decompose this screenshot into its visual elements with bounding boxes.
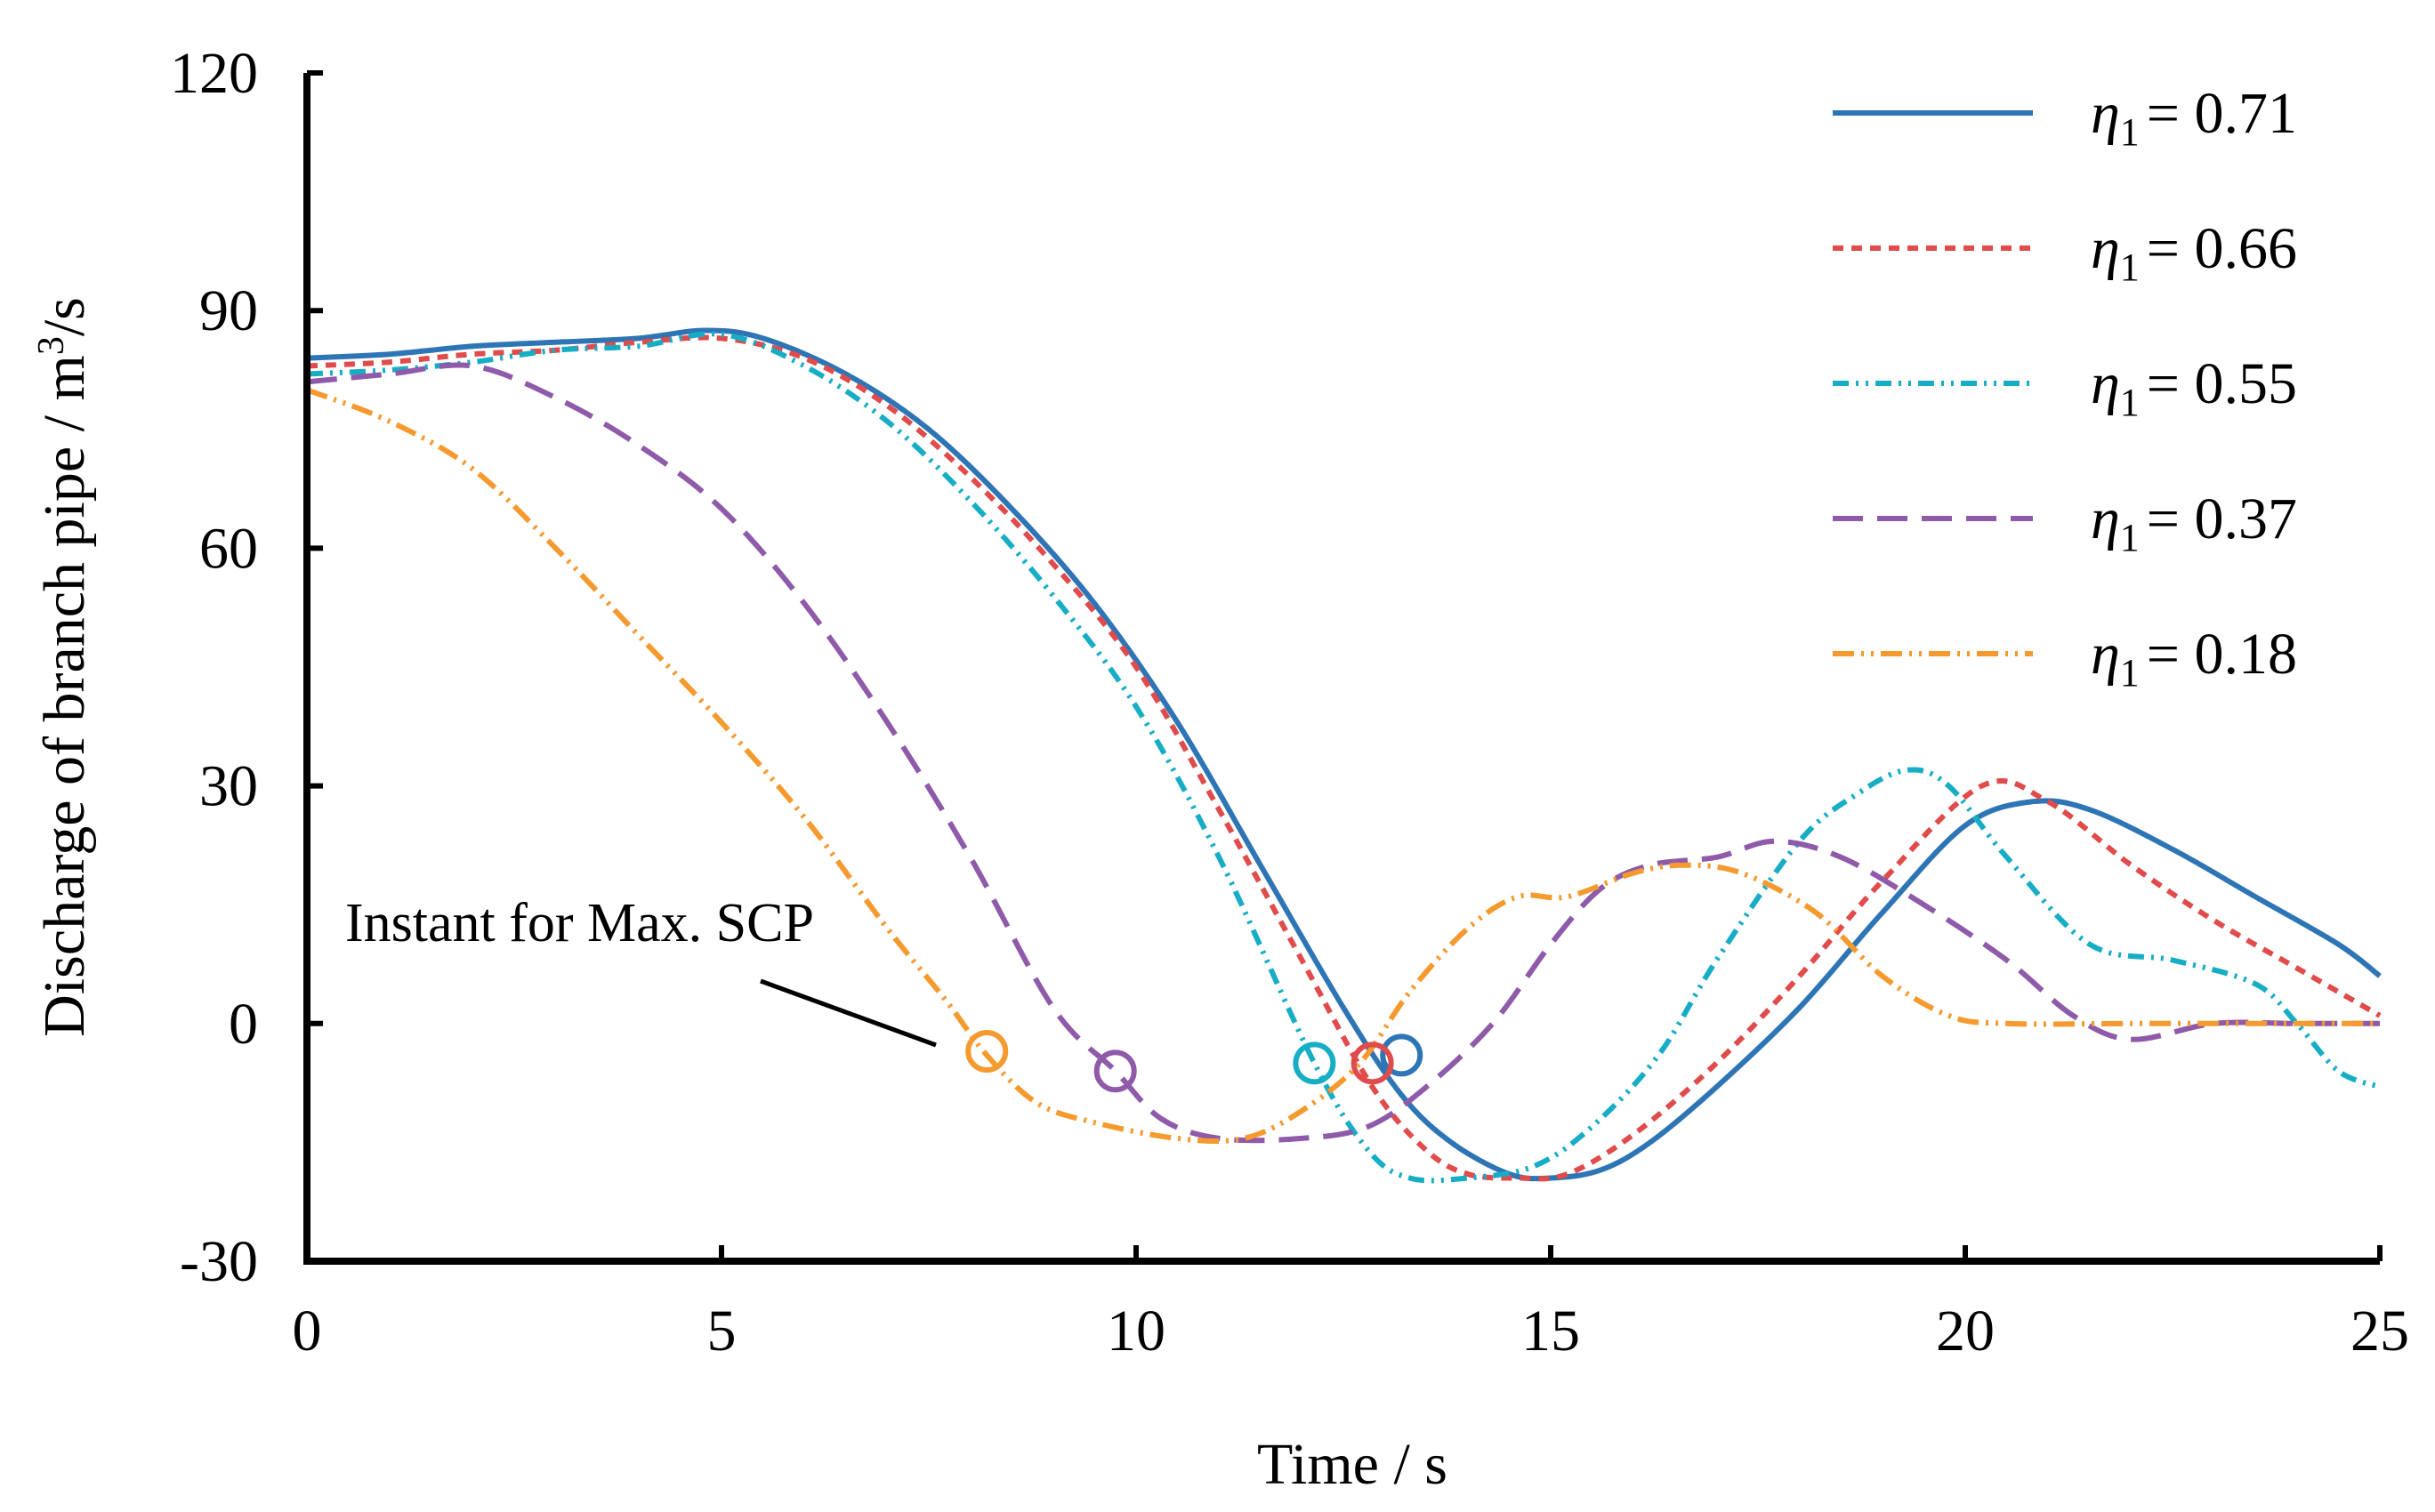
y-tick-label: 30 (199, 754, 258, 819)
max-scp-marker-4 (1093, 1050, 1137, 1093)
legend-label-5: η1 = 0.18 (2091, 622, 2297, 695)
max-scp-marker-3 (1293, 1042, 1336, 1085)
series-line-3 (306, 331, 2382, 1184)
annotation-leader-line (760, 978, 937, 1048)
x-tick-label: 5 (707, 1299, 737, 1363)
y-axis-title-tail: /s (32, 297, 97, 336)
y-tick-label: 90 (199, 278, 258, 343)
legend-symbol: η (2091, 622, 2120, 687)
y-axis-title: Discharge of branch pipe / m3/s (31, 297, 97, 1037)
legend-subscript: 1 (2120, 651, 2140, 695)
legend-label-3: η1 = 0.55 (2091, 351, 2297, 424)
series-line-5 (305, 387, 2380, 1145)
series-line-4 (306, 362, 2380, 1144)
legend-subscript: 1 (2120, 110, 2140, 154)
legend-subscript: 1 (2120, 245, 2140, 289)
legend-value: = 0.66 (2147, 216, 2297, 281)
legend-symbol: η (2091, 351, 2120, 416)
y-tick-label: -30 (180, 1229, 258, 1294)
max-scp-marker-1 (1380, 1033, 1423, 1077)
legend-label-1: η1 = 0.71 (2091, 81, 2297, 154)
legend-value: = 0.18 (2147, 622, 2297, 687)
max-scp-marker-2 (1351, 1042, 1394, 1085)
legend-value: = 0.37 (2147, 487, 2297, 551)
marker-layer (965, 1029, 1423, 1093)
y-axis-title-superscript: 3 (31, 336, 72, 355)
x-tick-label: 15 (1521, 1299, 1580, 1363)
series-line-2 (306, 334, 2382, 1182)
x-tick-label: 25 (2350, 1299, 2409, 1363)
y-axis-title-main: Discharge of branch pipe / m (32, 355, 97, 1037)
tick-layer: 0 5 10 15 20 25 -30 0 30 60 90 120 (170, 41, 2409, 1363)
x-tick-label: 0 (293, 1299, 322, 1363)
y-tick-label: 120 (170, 41, 258, 106)
x-tick-label: 10 (1107, 1299, 1165, 1363)
max-scp-marker-5 (965, 1029, 1009, 1073)
legend-symbol: η (2091, 81, 2120, 146)
y-tick-label: 0 (229, 992, 258, 1057)
legend-label-2: η1 = 0.66 (2091, 216, 2297, 289)
legend-value: = 0.55 (2147, 351, 2297, 416)
legend-value: = 0.71 (2147, 81, 2297, 146)
x-tick-label: 20 (1936, 1299, 1995, 1363)
annotation-label: Instant for Max. SCP (345, 893, 814, 953)
series-layer (305, 327, 2382, 1184)
legend-symbol: η (2091, 487, 2120, 551)
legend-label-4: η1 = 0.37 (2091, 487, 2297, 559)
y-tick-label: 60 (199, 516, 258, 581)
x-axis-title: Time / s (1257, 1432, 1447, 1497)
axes (303, 73, 2380, 1265)
legend-symbol: η (2091, 216, 2120, 281)
series-line-1 (306, 327, 2382, 1182)
legend-subscript: 1 (2120, 516, 2140, 559)
legend-subscript: 1 (2120, 381, 2140, 424)
